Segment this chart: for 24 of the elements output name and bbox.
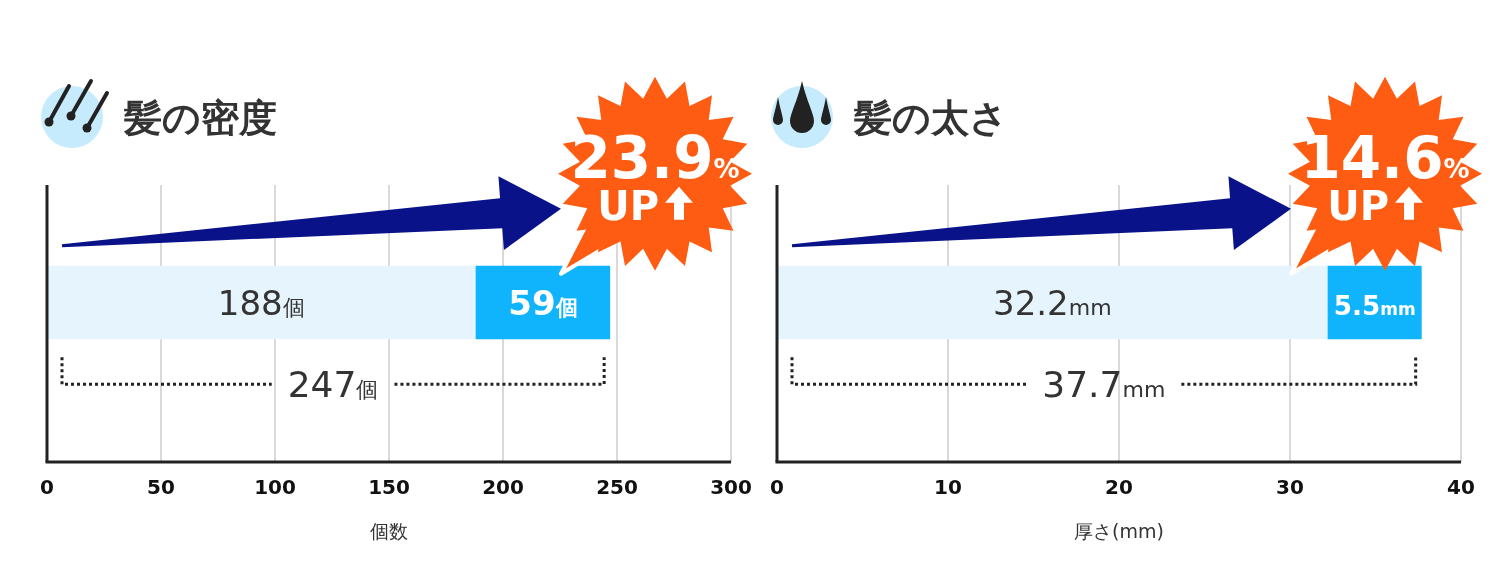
x-tick-label: 0 xyxy=(770,475,784,499)
total-label: 247個 xyxy=(287,364,379,406)
x-tick-label: 150 xyxy=(368,475,410,499)
text: 23.9% UP xyxy=(570,123,740,229)
x-tick-label: 100 xyxy=(254,475,296,499)
data-label: 188個 xyxy=(217,282,305,323)
x-tick-label: 300 xyxy=(710,475,752,499)
x-tick-label: 40 xyxy=(1447,475,1475,499)
total-label: 37.7mm xyxy=(1042,364,1166,406)
x-tick-label: 200 xyxy=(482,475,524,499)
data-label: 59個 xyxy=(508,282,578,323)
data-label: 32.2mm xyxy=(993,282,1112,323)
x-tick-label: 250 xyxy=(596,475,638,499)
x-tick-label: 50 xyxy=(147,475,175,499)
chart-title: 髪の密度 xyxy=(123,96,277,140)
x-axis-title: 厚さ(mm) xyxy=(1074,520,1164,542)
x-axis-title: 個数 xyxy=(370,520,408,542)
chart-title: 髪の太さ xyxy=(853,96,1008,140)
data-label: 5.5mm xyxy=(1333,290,1416,321)
x-tick-label: 20 xyxy=(1105,475,1133,499)
text: 14.6% UP xyxy=(1300,123,1470,229)
x-tick-label: 10 xyxy=(934,475,962,499)
x-tick-label: 30 xyxy=(1276,475,1304,499)
x-tick-label: 0 xyxy=(40,475,54,499)
